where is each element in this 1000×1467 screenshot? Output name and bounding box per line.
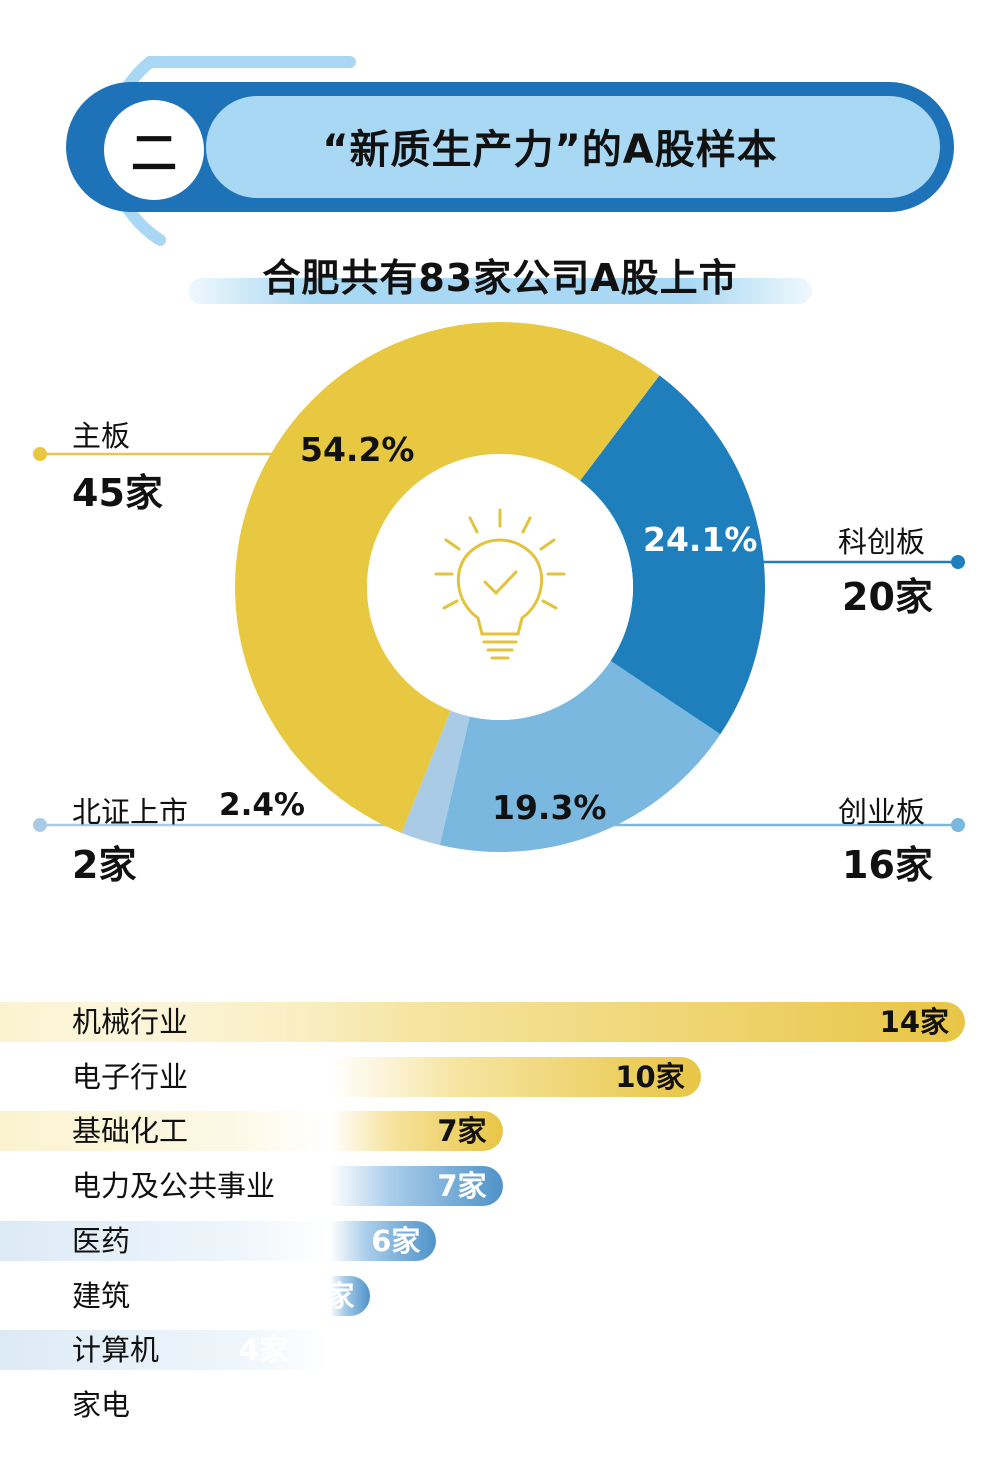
bar-category-label: 建筑 [72,1278,131,1313]
bar-value-label: 6家 [371,1223,421,1258]
slice-percent-chinext: 19.3% [492,788,607,827]
count-chinext: 16家 [842,843,933,887]
bar-row: 医药 6家 [0,1220,1000,1261]
bar [330,1220,437,1261]
bar-row: 计算机 4家 [0,1330,1000,1371]
bar [330,1166,503,1207]
bar [120,1002,965,1042]
board-donut-chart [33,321,965,852]
slice-main-board [235,321,660,834]
subtitle-highlight [188,278,812,304]
leader-main-board-dot [33,447,47,461]
leader-chinext-dot [951,818,965,832]
bar-row-band [0,1111,330,1152]
label-bse: 北证上市 [72,795,189,829]
bar-value-label: 5家 [305,1278,355,1313]
bar [330,1111,503,1152]
bar-row: 建筑 5家 [0,1275,1000,1316]
bar-value-label: 10家 [615,1059,685,1094]
section-number: 二 [131,126,177,180]
leader-star-market-dot [951,555,965,569]
bar-row: 机械行业 14家 [0,1002,1000,1042]
label-main-board: 主板 [72,419,131,453]
slice-chinext [439,660,721,852]
bar [330,1275,371,1316]
bar-category-label: 医药 [72,1223,131,1258]
section-title: “新质生产力”的A股样本 [322,127,778,173]
slice-percent-main-board: 54.2% [300,430,415,469]
bar-category-label: 基础化工 [72,1114,189,1149]
bar-value-label: 4家 [239,1387,289,1422]
label-chinext: 创业板 [838,795,926,829]
bar-value-label: 14家 [879,1005,949,1039]
bar-category-label: 电子行业 [72,1059,189,1094]
bar-row-band [0,1330,330,1371]
bar-category-label: 家电 [72,1387,131,1422]
section-header-graphic [66,56,954,246]
lightbulb-check-icon [434,508,566,660]
bar-row: 电子行业 10家 [0,1056,1000,1097]
bar-category-label: 电力及公共事业 [72,1169,276,1204]
bar-category-label: 机械行业 [72,1005,189,1039]
bar-value-label: 7家 [437,1169,487,1204]
chart-subtitle: 合肥共有83家公司A股上市 [262,255,738,300]
bar [330,1056,701,1097]
count-bse: 2家 [72,843,137,887]
slice-percent-star-market: 24.1% [643,520,758,559]
bar-value-label: 7家 [437,1114,487,1149]
slice-bse [401,710,470,846]
bar-row: 电力及公共事业 7家 [0,1166,1000,1207]
label-star-market: 科创板 [838,525,926,559]
bar-row: 家电 4家 [0,1385,1000,1425]
slice-percent-bse: 2.4% [219,787,305,823]
bar-category-label: 计算机 [72,1333,160,1368]
leader-bse-dot [33,818,47,832]
bar-row: 基础化工 7家 [0,1111,1000,1152]
count-star-market: 20家 [842,575,933,619]
slice-star-market [580,375,765,735]
count-main-board: 45家 [72,471,163,515]
bar-value-label: 4家 [239,1333,289,1368]
bar-row-band [0,1220,330,1261]
